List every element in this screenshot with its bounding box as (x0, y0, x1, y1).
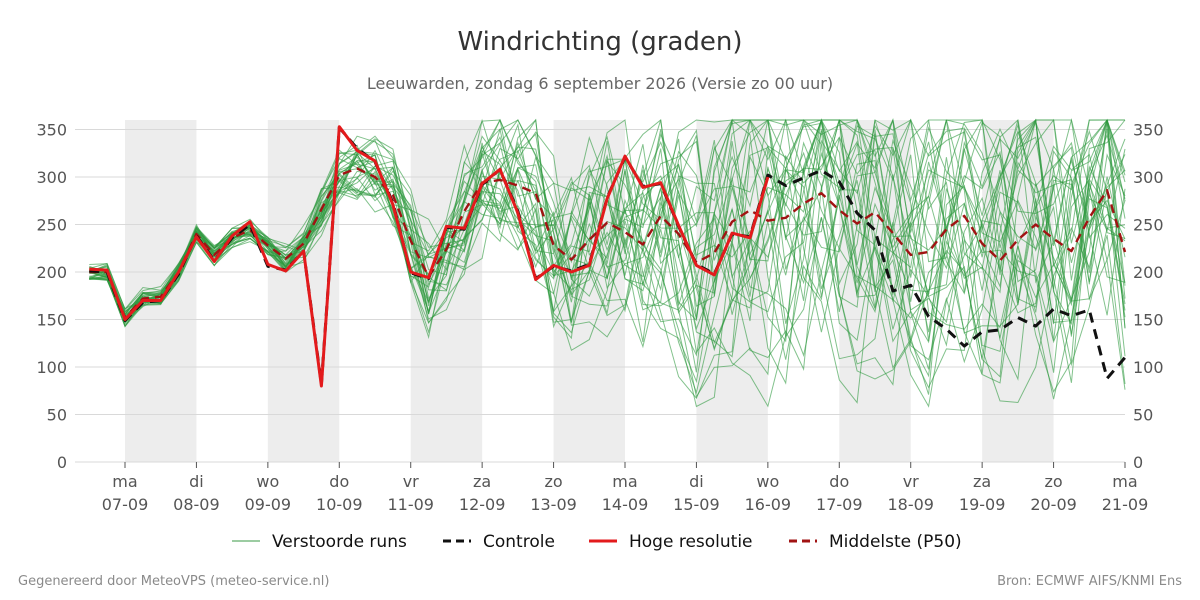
x-tick-date: 10-09 (316, 495, 363, 514)
perturbed-run-line (89, 118, 1126, 408)
y-tick-label: 150 (36, 311, 67, 330)
perturbed-run-line (89, 119, 1126, 324)
x-tick-day: di (689, 472, 704, 491)
x-tick-date: 21-09 (1102, 495, 1149, 514)
x-tick-date: 15-09 (673, 495, 720, 514)
y-axis-left: 0 50 100 150 200 250 300 350 (36, 121, 67, 473)
y-tick-label-right: 300 (1133, 168, 1164, 187)
legend: Verstoorde runs Controle Hoge resolutie Mid… (232, 532, 962, 552)
x-tick-day: za (973, 472, 991, 491)
x-tick-date: 08-09 (173, 495, 220, 514)
x-tick-date: 09-09 (245, 495, 292, 514)
x-tick-day: do (329, 472, 349, 491)
footer-credit: Gegenereerd door MeteoVPS (meteo-service… (18, 574, 329, 589)
legend-label: Hoge resolutie (629, 532, 753, 552)
perturbed-run-line (89, 119, 1126, 323)
x-tick-date: 13-09 (530, 495, 577, 514)
perturbed-run-line (89, 118, 1126, 331)
footer-source: Bron: ECMWF AIFS/KNMI Ens (997, 574, 1182, 589)
perturbed-run-line (89, 119, 1126, 324)
x-tick-day: do (829, 472, 849, 491)
y-tick-label: 50 (47, 406, 67, 425)
x-tick-day: zo (544, 472, 562, 491)
x-tick-day: ma (1112, 472, 1137, 491)
x-tick-day: ma (612, 472, 637, 491)
chart-title: Windrichting (graden) (457, 27, 742, 57)
x-tick-date: 14-09 (602, 495, 649, 514)
y-tick-label: 100 (36, 358, 67, 377)
x-tick-date: 18-09 (887, 495, 934, 514)
x-tick-day: wo (256, 472, 279, 491)
x-tick-day: zo (1044, 472, 1062, 491)
y-tick-label-right: 100 (1133, 358, 1164, 377)
x-tick-day: za (473, 472, 491, 491)
y-tick-label: 0 (57, 453, 67, 472)
x-tick-day: ma (112, 472, 137, 491)
y-tick-label: 250 (36, 216, 67, 235)
y-tick-label-right: 50 (1133, 406, 1153, 425)
legend-label: Verstoorde runs (272, 532, 407, 552)
y-tick-label-right: 350 (1133, 121, 1164, 140)
legend-label: Middelste (P50) (829, 532, 962, 552)
x-tick-day: vr (903, 472, 919, 491)
legend-label: Controle (483, 532, 555, 552)
chart-subtitle: Leeuwarden, zondag 6 september 2026 (Ver… (367, 74, 833, 93)
series-line-middelste-p50 (89, 167, 1127, 319)
x-tick-day: wo (756, 472, 779, 491)
y-tick-label: 200 (36, 263, 67, 282)
x-tick-date: 11-09 (387, 495, 434, 514)
series-line-hoge-resolutie (89, 125, 770, 388)
y-tick-label-right: 200 (1133, 263, 1164, 282)
y-tick-label: 350 (36, 121, 67, 140)
perturbed-run-line (89, 119, 1126, 385)
y-tick-label-right: 150 (1133, 311, 1164, 330)
y-tick-label-right: 250 (1133, 216, 1164, 235)
x-tick-day: vr (403, 472, 419, 491)
y-tick-label-right: 0 (1133, 453, 1143, 472)
y-tick-label: 300 (36, 168, 67, 187)
perturbed-run-line (89, 118, 1126, 370)
x-tick-date: 20-09 (1030, 495, 1077, 514)
y-axis-right: 0 50 100 150 200 250 300 350 (1133, 121, 1164, 473)
x-tick-date: 07-09 (102, 495, 149, 514)
x-axis: ma 07-09 di 08-09 wo 09-09 do 10-09 vr 11-09 za 12-… (102, 462, 1149, 514)
perturbed-run-line (89, 119, 1126, 373)
x-tick-date: 19-09 (959, 495, 1006, 514)
x-tick-date: 12-09 (459, 495, 506, 514)
x-tick-day: di (189, 472, 204, 491)
x-tick-date: 16-09 (745, 495, 792, 514)
main-series (89, 125, 1127, 388)
x-tick-date: 17-09 (816, 495, 863, 514)
